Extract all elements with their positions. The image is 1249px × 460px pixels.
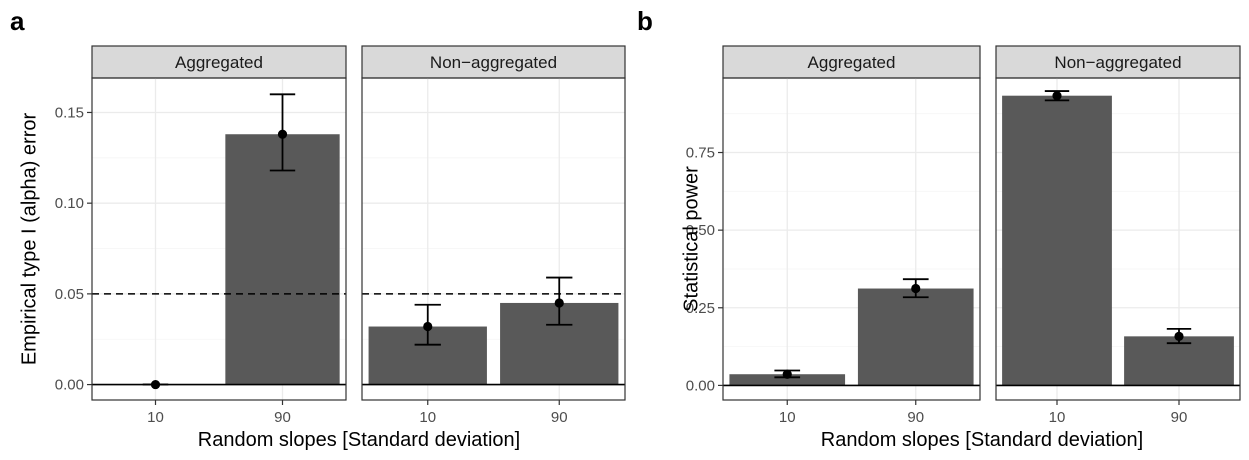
facet-0: Aggregated 10 90 — [91, 45, 347, 426]
facet-strip — [995, 45, 1241, 79]
panel-a: a Aggregated 10 90 Non−aggregated 10 90 0.00 0.0… — [10, 6, 626, 451]
y-tick-label: 0.05 — [55, 286, 84, 303]
y-tick-label: 0.25 — [686, 300, 715, 317]
data-point — [423, 321, 433, 332]
facet-1: Non−aggregated 10 90 — [995, 45, 1241, 426]
facet-strip — [91, 45, 347, 79]
x-axis-title: Random slopes [Standard deviation] — [821, 429, 1143, 451]
x-tick-label: 10 — [419, 409, 436, 426]
panel-letter: a — [10, 6, 25, 36]
facet-0: Aggregated 10 90 — [722, 45, 981, 426]
data-point — [1052, 91, 1062, 101]
x-tick-label: 90 — [551, 409, 568, 426]
facet-border — [91, 77, 347, 401]
y-tick-label: 0.15 — [55, 104, 84, 121]
y-tick-label: 0.10 — [55, 195, 84, 212]
y-tick-label: 0.00 — [686, 377, 715, 394]
panel-b: b Aggregated 10 90 Non−aggregated 10 90 0.00 0.2… — [637, 6, 1241, 451]
facet-strip-label: Aggregated — [808, 53, 896, 72]
facet-strip-label: Non−aggregated — [1054, 53, 1181, 72]
y-tick-label: 0.75 — [686, 145, 715, 162]
bar — [1124, 336, 1234, 386]
facet-strip-label: Aggregated — [175, 53, 263, 72]
x-axis-title: Random slopes [Standard deviation] — [198, 429, 520, 451]
data-point — [277, 129, 288, 139]
x-tick-label: 90 — [1171, 409, 1188, 426]
data-point — [1174, 331, 1184, 341]
x-tick-label: 90 — [274, 409, 291, 426]
bar — [225, 134, 340, 385]
y-axis-title: Empirical type I (alpha) error — [18, 113, 40, 366]
x-tick-label: 10 — [1049, 409, 1066, 426]
facet-border — [722, 77, 981, 401]
y-axis-title: Statistical power — [680, 166, 702, 312]
facet-strip-label: Non−aggregated — [430, 53, 557, 72]
x-tick-label: 10 — [779, 409, 796, 426]
bar — [857, 288, 974, 386]
facet-border — [361, 77, 626, 401]
data-point — [782, 369, 792, 379]
bar — [729, 374, 846, 386]
y-tick-label: 0.00 — [55, 377, 84, 394]
data-point — [150, 379, 161, 390]
facet-border — [995, 77, 1241, 401]
bar — [1002, 95, 1112, 386]
facet-1: Non−aggregated 10 90 — [361, 45, 626, 426]
facet-strip — [361, 45, 626, 79]
data-point — [554, 298, 564, 308]
facet-strip — [722, 45, 981, 79]
y-tick-label: 0.50 — [686, 222, 715, 239]
data-point — [911, 283, 921, 294]
x-tick-label: 10 — [147, 409, 164, 426]
panel-letter: b — [637, 6, 653, 36]
x-tick-label: 90 — [907, 409, 924, 426]
